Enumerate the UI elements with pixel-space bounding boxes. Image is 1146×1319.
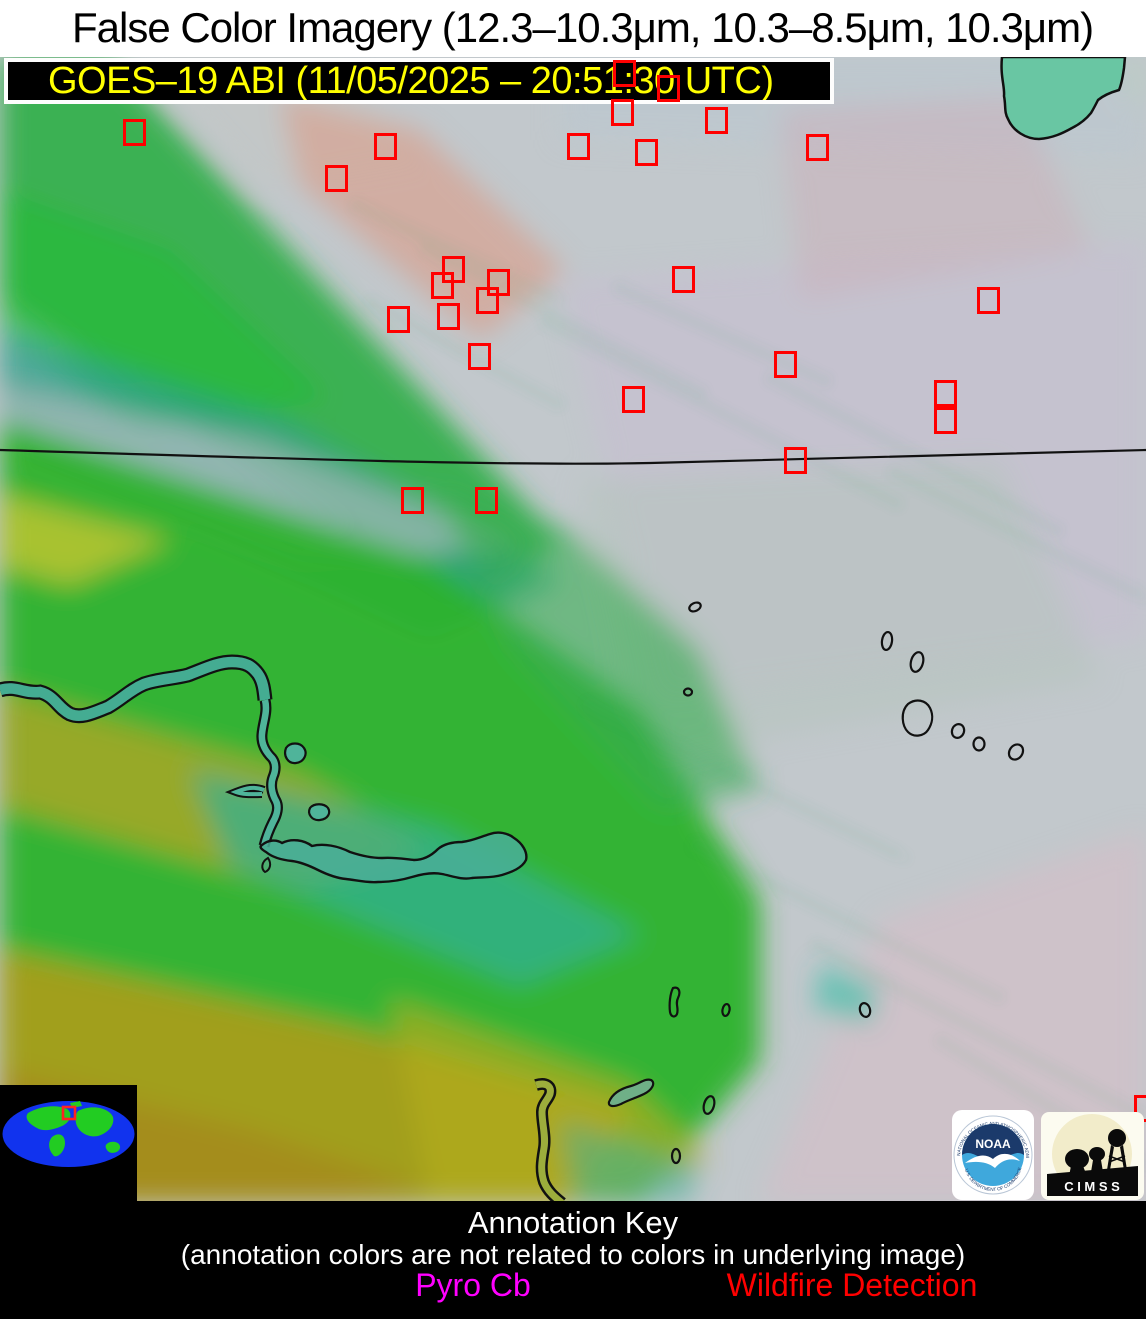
product-title: False Color Imagery (12.3–10.3μm, 10.3–8… [72, 4, 1094, 51]
annotation-key-title: Annotation Key [467, 1205, 679, 1240]
small-lakes [668, 601, 1025, 1165]
satellite-dish-icon [1065, 1149, 1089, 1169]
annotation-key-bar: Annotation Key (annotation colors are no… [0, 1201, 1146, 1319]
satellite-info-text: GOES–19 ABI (11/05/2025 – 20:51:30 UTC) [48, 60, 774, 102]
globe-continents [26, 1101, 121, 1157]
lake-outline-top-right [1000, 57, 1127, 141]
satellite-info-bar: GOES–19 ABI (11/05/2025 – 20:51:30 UTC) [4, 58, 834, 104]
title-band: False Color Imagery (12.3–10.3μm, 10.3–8… [0, 0, 1146, 57]
cimss-emblem: C I M S S [1047, 1114, 1138, 1196]
river-bottom-center [534, 1078, 566, 1203]
noaa-emblem: NOAA NATIONAL OCEANIC AND ATMOSPHERIC AD… [952, 1110, 1033, 1195]
noaa-logo: NOAA NATIONAL OCEANIC AND ATMOSPHERIC AD… [952, 1110, 1034, 1200]
cimss-silhouette [1047, 1129, 1138, 1196]
cimss-wordmark: C I M S S [1064, 1179, 1120, 1194]
legend-pyro-cb: Pyro Cb [415, 1267, 531, 1303]
annotation-key-subtitle: (annotation colors are not related to co… [180, 1239, 966, 1270]
globe-locator-map [2, 1101, 135, 1167]
globe-inset [0, 1085, 137, 1201]
legend-wildfire-detection: Wildfire Detection [726, 1267, 978, 1303]
latitude-line [0, 448, 1146, 465]
satellite-imagery [0, 57, 1146, 1203]
water-tower-icon [1108, 1129, 1126, 1147]
annotation-key-legend: Pyro Cb Wildfire Detection [0, 1267, 1146, 1307]
color-field [0, 57, 1146, 1203]
lake-outline-main [259, 831, 528, 884]
globe-view-marker [61, 1105, 77, 1121]
noaa-wordmark: NOAA [975, 1137, 1011, 1151]
false-color-image [0, 57, 1146, 1203]
noaa-seagull [965, 1153, 1020, 1168]
lake-lobe [261, 856, 272, 874]
river-coastline [0, 654, 331, 848]
cimss-logo: C I M S S [1041, 1112, 1144, 1200]
lake-outline-scurve [607, 1078, 655, 1108]
